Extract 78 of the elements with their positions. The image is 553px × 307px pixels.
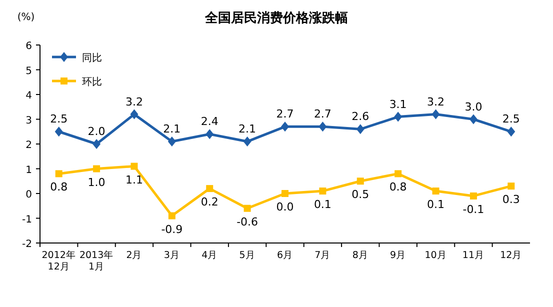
- data-label: 0.1: [427, 198, 445, 212]
- y-tick-label: -2: [22, 239, 32, 250]
- y-tick-label: 6: [26, 41, 32, 52]
- data-label: 2.5: [502, 112, 520, 126]
- x-tick-label: 5月: [239, 250, 256, 261]
- data-label: 1.0: [88, 176, 106, 189]
- x-tick-label: 2013年 1月: [79, 249, 114, 272]
- point: [469, 114, 478, 124]
- point: [93, 165, 100, 172]
- point: [356, 178, 364, 185]
- data-label: 0.5: [352, 188, 370, 202]
- point: [394, 112, 402, 122]
- data-label: 0.1: [314, 198, 332, 212]
- data-label: 2.1: [163, 122, 181, 136]
- point: [319, 188, 326, 195]
- x-tick-label: 10月: [424, 250, 447, 261]
- x-tick-label: 2012年 12月: [42, 249, 76, 272]
- data-label: -0.6: [236, 215, 258, 228]
- point: [55, 170, 62, 178]
- data-label: 2.6: [352, 110, 370, 124]
- point: [130, 109, 138, 120]
- data-label: 1.1: [125, 173, 143, 186]
- point: [507, 126, 516, 137]
- point: [92, 139, 101, 149]
- data-label: 0.3: [502, 193, 520, 206]
- point: [130, 162, 138, 170]
- x-tick-label: 2月: [126, 250, 142, 261]
- data-label: -0.1: [462, 202, 484, 216]
- y-tick-label: -1: [22, 214, 32, 226]
- data-label: 2.0: [88, 125, 106, 138]
- data-label: 2.4: [200, 115, 218, 128]
- x-tick-label: 9月: [390, 250, 406, 261]
- chart-title: 全国居民消费价格涨跌幅: [204, 11, 348, 26]
- y-tick-label: 3: [26, 115, 32, 126]
- data-label: 2.5: [50, 112, 68, 126]
- y-tick-label: 0: [26, 190, 32, 200]
- x-tick-label: 12月: [500, 250, 522, 261]
- y-tick-label: 4: [26, 90, 32, 102]
- point: [54, 126, 63, 137]
- data-label: 3.2: [125, 95, 143, 108]
- point: [470, 192, 477, 200]
- data-label: 0.8: [50, 180, 68, 194]
- point: [318, 122, 327, 132]
- x-tick-label: 6月: [276, 250, 294, 261]
- data-label: 2.1: [238, 122, 256, 136]
- point: [243, 136, 252, 147]
- data-label: 0.0: [276, 200, 294, 214]
- data-label: 3.0: [464, 100, 482, 114]
- point: [432, 188, 440, 195]
- y-tick-label: 2: [26, 140, 32, 151]
- x-tick-label: 7月: [314, 250, 331, 261]
- data-label: 3.2: [427, 95, 445, 108]
- x-tick-label: 4月: [202, 250, 218, 261]
- x-tick-label: 11月: [462, 250, 485, 261]
- point: [508, 182, 515, 190]
- data-label: 2.7: [276, 108, 294, 121]
- data-label: 2.7: [314, 108, 332, 121]
- x-tick-label: 8月: [352, 250, 368, 261]
- legend-label: 环比: [82, 76, 102, 88]
- data-label: 3.1: [389, 98, 407, 111]
- x-tick-label: 3月: [164, 250, 180, 261]
- point: [394, 170, 402, 178]
- point: [168, 136, 176, 147]
- legend-label: 同比: [82, 52, 102, 64]
- y-axis-title: (%): [17, 12, 35, 23]
- point: [432, 109, 440, 120]
- point: [244, 204, 251, 212]
- data-label: 0.8: [389, 180, 407, 194]
- y-tick-label: 1: [26, 164, 32, 176]
- point: [206, 129, 214, 140]
- point: [282, 190, 288, 197]
- point: [356, 124, 364, 134]
- point: [206, 185, 214, 192]
- data-label: -0.9: [161, 222, 183, 236]
- y-tick-label: 5: [26, 66, 32, 77]
- point: [168, 212, 176, 220]
- point: [281, 122, 289, 132]
- data-label: 0.2: [200, 196, 218, 209]
